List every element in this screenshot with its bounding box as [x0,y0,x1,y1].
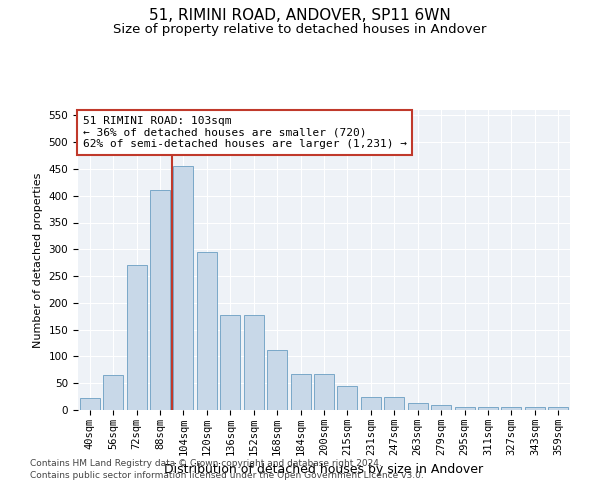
Bar [127,266,146,410]
Text: Size of property relative to detached houses in Andover: Size of property relative to detached ho… [113,22,487,36]
Text: 51, RIMINI ROAD, ANDOVER, SP11 6WN: 51, RIMINI ROAD, ANDOVER, SP11 6WN [149,8,451,22]
X-axis label: Distribution of detached houses by size in Andover: Distribution of detached houses by size … [164,464,484,476]
Bar [361,396,381,410]
Bar [80,398,100,410]
Bar [267,350,287,410]
Bar [478,407,498,410]
Bar [337,386,358,410]
Text: Contains public sector information licensed under the Open Government Licence v3: Contains public sector information licen… [30,471,424,480]
Bar [431,404,451,410]
Y-axis label: Number of detached properties: Number of detached properties [33,172,43,348]
Bar [290,374,311,410]
Text: Contains HM Land Registry data © Crown copyright and database right 2024.: Contains HM Land Registry data © Crown c… [30,458,382,468]
Bar [502,408,521,410]
Bar [314,374,334,410]
Text: 51 RIMINI ROAD: 103sqm
← 36% of detached houses are smaller (720)
62% of semi-de: 51 RIMINI ROAD: 103sqm ← 36% of detached… [83,116,407,149]
Bar [150,190,170,410]
Bar [408,402,428,410]
Bar [173,166,193,410]
Bar [220,314,240,410]
Bar [103,375,123,410]
Bar [548,408,568,410]
Bar [197,252,217,410]
Bar [244,314,263,410]
Bar [525,408,545,410]
Bar [455,407,475,410]
Bar [385,396,404,410]
